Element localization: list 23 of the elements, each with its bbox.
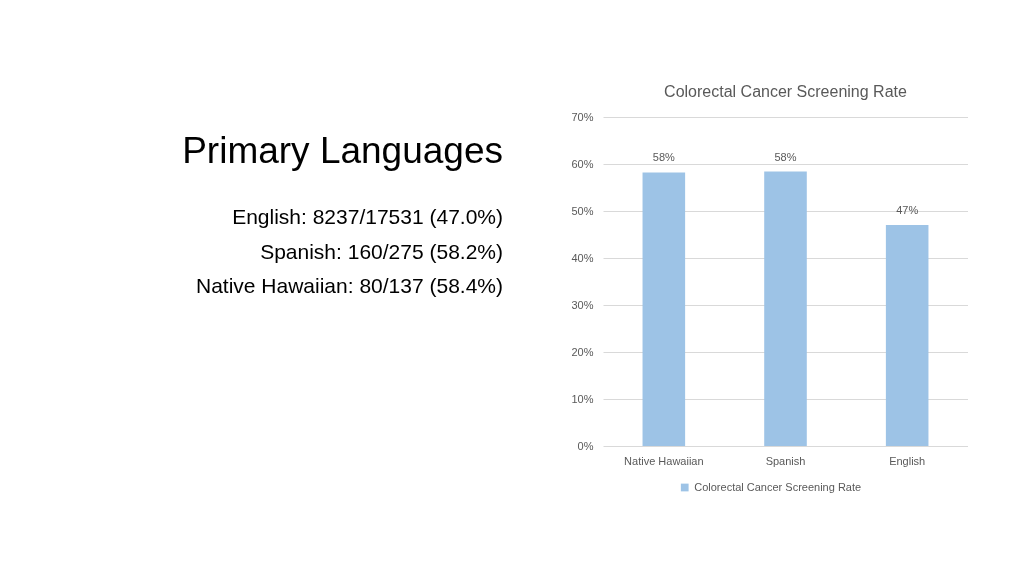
y-tick-label: 70%: [571, 110, 594, 123]
data-label: 58%: [774, 150, 797, 163]
text: English: 8237/17531 (47.0%): [232, 205, 503, 228]
data-label: 58%: [652, 151, 676, 164]
x-tick-label: English: [889, 454, 926, 467]
legend-label: Colorectal Cancer Screening Rate: [694, 480, 862, 493]
x-tick-label: Spanish: [765, 454, 806, 467]
data-label: 47%: [896, 204, 919, 217]
text: Primary Languages: [182, 130, 503, 171]
y-tick-label: 60%: [571, 157, 594, 170]
y-tick-label: 40%: [571, 251, 594, 264]
text: Native Hawaiian: 80/137 (58.4%): [195, 274, 503, 297]
y-tick-label: 50%: [571, 204, 594, 217]
y-tick-label: 20%: [571, 345, 594, 358]
chart-title: Colorectal Cancer Screening Rate: [664, 83, 907, 100]
y-tick-label: 10%: [571, 392, 594, 405]
x-tick-label: Native Hawaiian: [624, 454, 704, 467]
text: Spanish: 160/275 (58.2%): [260, 239, 503, 263]
bar: [764, 171, 807, 446]
bar: [642, 172, 686, 446]
bar: [885, 225, 929, 446]
y-tick-label: 0%: [577, 439, 594, 452]
y-tick-label: 30%: [571, 298, 594, 311]
